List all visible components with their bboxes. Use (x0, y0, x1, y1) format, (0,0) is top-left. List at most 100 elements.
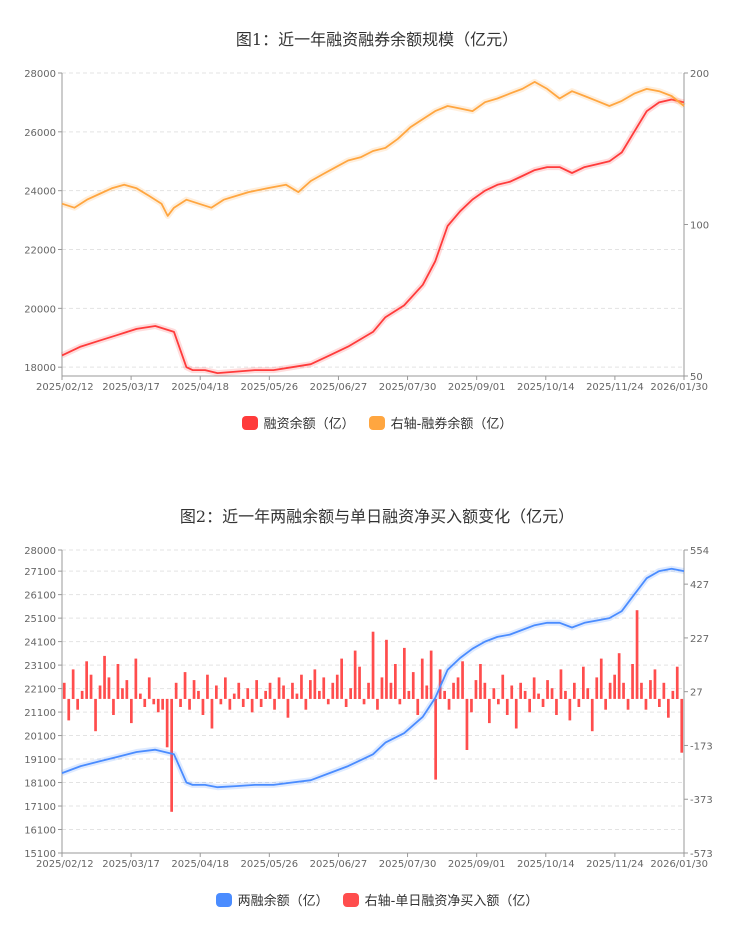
y-left-tick-label: 17100 (24, 802, 56, 813)
bar (152, 698, 156, 705)
y-right-tick-label: -373 (690, 795, 713, 806)
y-left-tick-label: 28000 (24, 546, 56, 557)
bar (537, 693, 540, 699)
bar (599, 658, 603, 699)
bar (286, 698, 290, 718)
legend-swatch-red (241, 415, 258, 430)
legend-item-margin-total[interactable]: 两融余额（亿） (215, 890, 329, 909)
bar (546, 680, 549, 699)
bar (331, 682, 335, 699)
y-right-tick-label: 227 (690, 634, 709, 645)
bar (188, 698, 191, 710)
bar (246, 688, 250, 699)
y-left-tick-label: 28000 (24, 69, 56, 80)
bar (501, 674, 505, 699)
bar (313, 669, 317, 699)
bar (519, 682, 522, 699)
y-left-tick-label: 25100 (24, 614, 56, 625)
chart1-title: 图1：近一年融资融券余额规模（亿元） (235, 30, 519, 49)
legend-label: 两融余额（亿） (237, 894, 329, 909)
x-tick-label: 2026/01/30 (650, 859, 708, 870)
bar (237, 682, 241, 699)
y-right-tick-label: 554 (690, 546, 709, 557)
x-tick-label: 2025/03/17 (102, 859, 160, 870)
x-tick-label: 2025/04/18 (171, 859, 229, 870)
bar (268, 682, 272, 699)
legend-item-financing[interactable]: 融资余额（亿） (241, 413, 355, 432)
bar (192, 680, 196, 699)
x-tick-label: 2025/07/30 (379, 859, 437, 870)
bar (658, 698, 661, 707)
bar (608, 682, 612, 699)
bar (107, 677, 111, 699)
bar (273, 698, 276, 710)
y-right-tick-label: 27 (690, 688, 703, 699)
bar (595, 677, 599, 699)
legend-swatch-orange (368, 415, 385, 430)
y-right-tick-label: 50 (690, 372, 703, 383)
bar (326, 698, 330, 705)
y-left-tick-label: 26000 (24, 128, 56, 139)
chart2-legend: 两融余额（亿） 右轴-单日融资净买入额（亿） (0, 890, 754, 909)
bar (640, 682, 643, 699)
y-left-tick-label: 18000 (24, 363, 56, 374)
bar (662, 682, 666, 699)
bar (85, 661, 88, 699)
x-tick-label: 2025/05/26 (241, 382, 299, 393)
bar (447, 698, 451, 710)
bar (653, 669, 657, 699)
bar (147, 677, 151, 699)
bar (71, 669, 75, 699)
y-left-tick-label: 15100 (24, 849, 56, 860)
bar (497, 698, 500, 705)
bar (362, 698, 366, 705)
y-left-tick-label: 20000 (24, 304, 56, 315)
x-tick-label: 2026/01/30 (650, 382, 708, 393)
bar (98, 685, 102, 699)
bar (130, 698, 133, 724)
bar (631, 664, 634, 699)
bar (62, 682, 66, 699)
y-right-tick-label: -573 (690, 849, 713, 860)
bar (564, 690, 567, 699)
bar (403, 647, 406, 699)
bar (550, 688, 554, 699)
legend-item-net-buy[interactable]: 右轴-单日融资净买入额（亿） (342, 890, 538, 909)
bar (675, 666, 679, 699)
bar (474, 680, 478, 699)
bar (250, 698, 254, 713)
bar (174, 682, 178, 699)
bar (376, 698, 379, 710)
bar (461, 661, 464, 699)
bar (335, 674, 339, 699)
bar (318, 690, 321, 699)
bar (452, 682, 455, 699)
y-left-tick-label: 26100 (24, 591, 56, 602)
bar (76, 698, 79, 710)
legend-item-short[interactable]: 右轴-融券余额（亿） (368, 413, 512, 432)
bar (394, 664, 397, 699)
x-tick-label: 2025/04/18 (171, 382, 229, 393)
bar (259, 698, 263, 707)
y-left-tick-label: 23100 (24, 661, 56, 672)
bar (94, 698, 97, 732)
bar (219, 698, 223, 705)
bar (680, 698, 684, 753)
bar (161, 698, 164, 710)
bar (103, 655, 106, 699)
bar (555, 698, 558, 715)
bar (134, 658, 138, 699)
y-right-tick-label: -173 (690, 741, 713, 752)
x-tick-label: 2025/05/26 (241, 859, 299, 870)
bar (465, 698, 469, 750)
bar (210, 698, 214, 729)
x-tick-label: 2025/11/24 (586, 859, 644, 870)
bar (156, 698, 160, 713)
bar (170, 698, 173, 812)
bar (121, 688, 124, 699)
bar (635, 610, 639, 699)
bar (483, 682, 487, 699)
bar (532, 677, 536, 699)
legend-swatch-blue (215, 892, 232, 907)
x-tick-label: 2025/02/12 (36, 859, 94, 870)
